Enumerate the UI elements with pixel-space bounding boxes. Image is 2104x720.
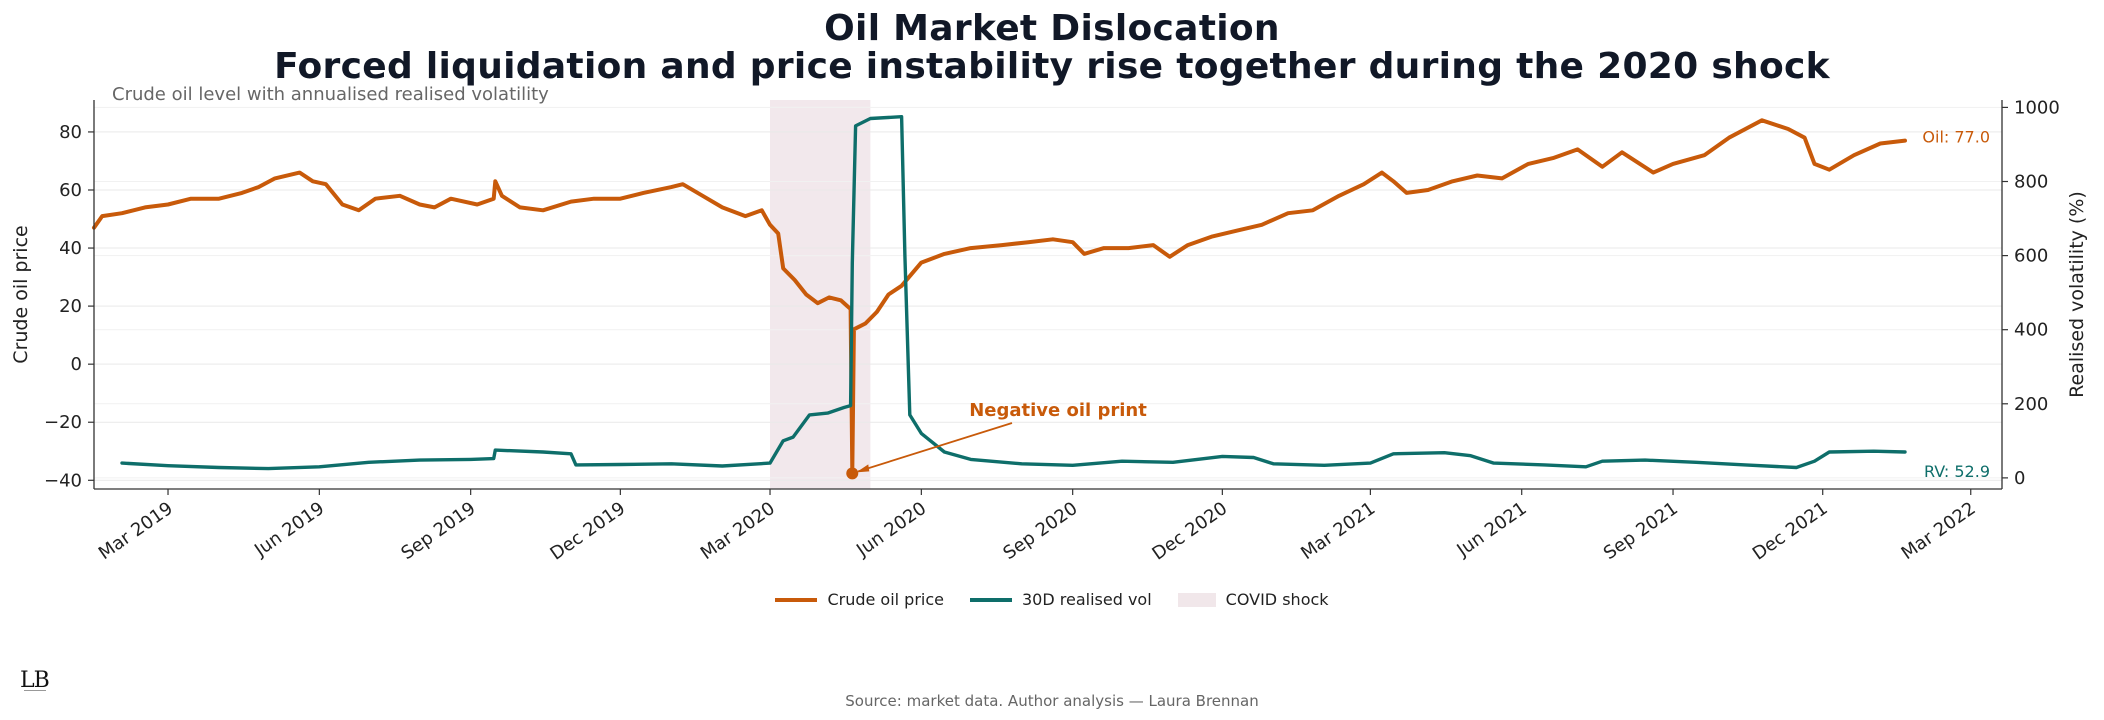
legend-label-oil: Crude oil price <box>827 590 944 609</box>
chart-title: Oil Market Dislocation <box>824 8 1280 49</box>
x-tick-label-12: Mar 2022 <box>1898 498 1980 564</box>
y-right-tick-label-5: 1000 <box>2014 97 2060 118</box>
y-right-tick-label-0: 0 <box>2014 468 2025 489</box>
x-tick-label-3: Dec 2019 <box>546 498 629 565</box>
x-tick-label-2: Sep 2019 <box>397 498 479 564</box>
legend-label-shock: COVID shock <box>1225 590 1329 609</box>
y-right-tick-label-4: 800 <box>2014 172 2048 193</box>
panel-caption: Crude oil level with annualised realised… <box>112 84 549 105</box>
x-tick-label-7: Dec 2020 <box>1148 498 1231 565</box>
x-tick-label-10: Sep 2021 <box>1600 498 1682 564</box>
x-tick-label-1: Jun 2019 <box>250 498 328 561</box>
end-label-oil: Oil: 77.0 <box>1922 128 1990 147</box>
x-tick-label-8: Mar 2021 <box>1297 498 1379 564</box>
chart-subtitle: Forced liquidation and price instability… <box>274 46 1830 87</box>
x-tick-label-0: Mar 2019 <box>95 498 177 564</box>
y-right-tick-label-1: 200 <box>2014 394 2048 415</box>
x-tick-label-11: Dec 2021 <box>1749 498 1832 565</box>
y-right-tick-label-2: 400 <box>2014 320 2048 341</box>
y-right-tick-label-3: 600 <box>2014 246 2048 267</box>
series-line-vol <box>120 115 1907 471</box>
y-left-tick-label-3: 20 <box>59 296 82 317</box>
legend-item-vol: 30D realised vol <box>970 590 1152 609</box>
series-line-oil <box>92 118 1907 474</box>
legend-swatch-vol <box>970 597 1012 602</box>
annotation-marker <box>846 467 859 480</box>
legend-item-oil: Crude oil price <box>775 590 944 609</box>
logo-underline <box>24 690 46 691</box>
y-left-tick-label-5: 60 <box>59 180 82 201</box>
y-left-tick-label-2: 0 <box>71 354 82 375</box>
annotation-arrow <box>857 422 1013 473</box>
end-label-vol: RV: 52.9 <box>1924 462 1990 481</box>
y-right-axis-title: Realised volatility (%) <box>2066 191 2088 398</box>
y-left-axis-title: Crude oil price <box>10 225 32 363</box>
legend-item-shock: COVID shock <box>1177 590 1329 609</box>
x-tick-label-5: Jun 2020 <box>852 498 930 561</box>
y-left-tick-label-1: −20 <box>44 412 82 433</box>
y-left-tick-label-6: 80 <box>59 122 82 143</box>
legend-label-vol: 30D realised vol <box>1022 590 1152 609</box>
x-tick-label-9: Jun 2021 <box>1452 498 1530 561</box>
legend-swatch-oil <box>775 597 818 602</box>
x-tick-label-6: Sep 2020 <box>999 498 1081 564</box>
legend-swatch-shock <box>1177 592 1216 607</box>
annotation-arrowhead <box>856 464 870 473</box>
annotation-label: Negative oil print <box>969 400 1147 421</box>
author-logo: LB <box>20 668 50 693</box>
y-left-tick-label-0: −40 <box>44 470 82 491</box>
source-note: Source: market data. Author analysis — L… <box>845 692 1259 710</box>
y-left-tick-label-4: 40 <box>59 238 82 259</box>
x-tick-label-4: Mar 2020 <box>697 498 779 564</box>
legend: Crude oil price 30D realised vol COVID s… <box>0 590 2104 609</box>
